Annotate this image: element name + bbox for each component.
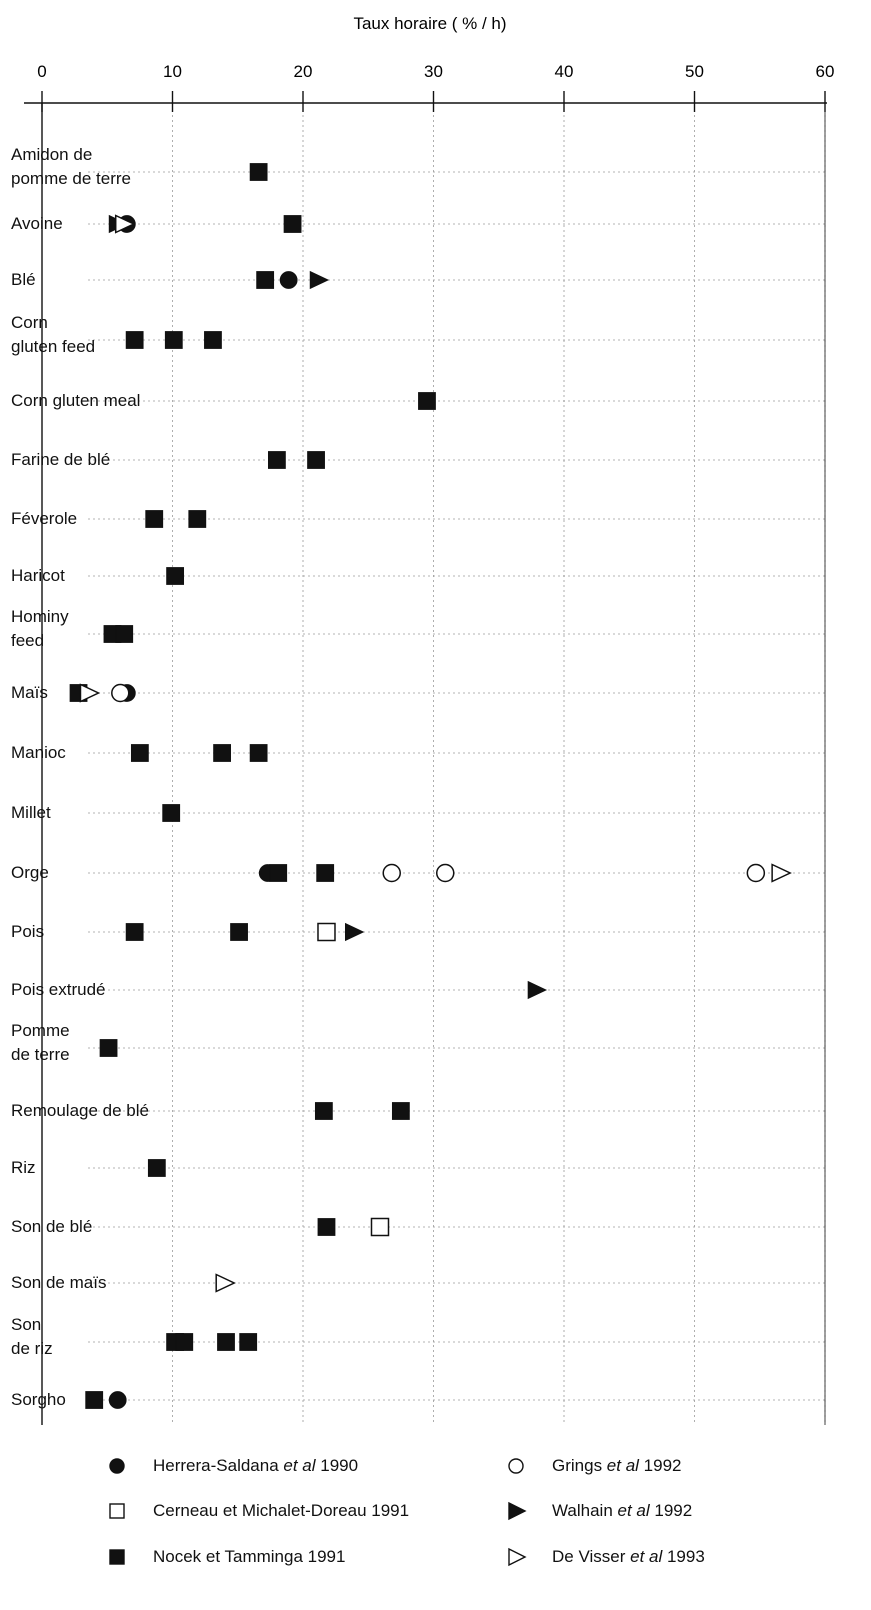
- category-label: Sorgho: [11, 1390, 66, 1409]
- data-point-filled-square: [230, 923, 248, 941]
- data-point-filled-square: [162, 804, 181, 822]
- data-point-filled-square: [418, 392, 436, 410]
- data-point-filled-square: [317, 1218, 336, 1236]
- data-point-filled-square: [307, 451, 325, 469]
- data-point-open-circle: [382, 863, 401, 883]
- x-tick-label: 60: [816, 62, 835, 81]
- data-point-filled-square: [125, 331, 144, 349]
- legend-label: Nocek et Tamminga 1991: [153, 1547, 346, 1566]
- chart-title: Taux horaire ( % / h): [353, 14, 506, 33]
- category-label: Millet: [11, 803, 51, 822]
- category-label: Son de blé: [11, 1217, 92, 1236]
- legend-label: Cerneau et Michalet-Doreau 1991: [153, 1501, 410, 1520]
- data-point-filled-square: [249, 744, 268, 762]
- data-point-filled-square: [283, 215, 302, 233]
- data-point-open-square: [317, 922, 336, 942]
- category-label: Farine de blé: [11, 450, 110, 469]
- data-point-filled-square: [314, 1102, 333, 1120]
- data-point-open-triangle: [79, 683, 101, 703]
- data-point-filled-square: [166, 567, 185, 585]
- legend-symbol: [508, 1547, 527, 1567]
- data-point-filled-circle: [108, 1391, 127, 1409]
- data-point-filled-triangle: [344, 922, 365, 942]
- category-labels: Amidon de pomme de terre Avoine Blé Corn glut…: [11, 145, 149, 1409]
- category-label: Féverole: [11, 509, 77, 528]
- category-label: Remoulage de blé: [11, 1101, 149, 1120]
- category-label: Pomme: [11, 1021, 70, 1040]
- category-label: Son de maïs: [11, 1273, 106, 1292]
- data-point-filled-circle: [279, 271, 298, 289]
- category-label: Haricot: [11, 566, 65, 585]
- legend-symbol: [508, 1458, 524, 1474]
- legend-symbol: [508, 1501, 527, 1521]
- legend-label: De Visser et al 1993: [552, 1547, 705, 1566]
- data-point-filled-triangle: [309, 270, 330, 290]
- data-points: [69, 163, 792, 1409]
- category-label: feed: [11, 631, 44, 650]
- data-point-filled-square: [147, 1159, 166, 1177]
- x-tick-label: 0: [37, 62, 46, 81]
- category-label: Amidon de: [11, 145, 92, 164]
- data-point-filled-square: [99, 1039, 118, 1057]
- data-point-open-circle: [435, 863, 455, 883]
- data-point-filled-square: [145, 510, 164, 528]
- data-point-open-circle: [746, 863, 766, 883]
- category-label: Avoine: [11, 214, 63, 233]
- data-point-filled-square: [239, 1333, 258, 1351]
- data-point-filled-square: [115, 625, 134, 643]
- data-point-filled-square: [125, 923, 144, 941]
- category-label: gluten feed: [11, 337, 95, 356]
- data-point-filled-square: [249, 163, 268, 181]
- category-label: Maïs: [11, 683, 48, 702]
- data-point-filled-square: [188, 510, 207, 528]
- data-point-filled-square: [204, 331, 222, 349]
- data-point-filled-square: [175, 1333, 194, 1351]
- x-tick-label: 30: [424, 62, 443, 81]
- category-label: Orge: [11, 863, 49, 882]
- data-point-filled-square: [130, 744, 149, 762]
- category-label: Corn: [11, 313, 48, 332]
- category-label: Son: [11, 1315, 41, 1334]
- category-label: Blé: [11, 270, 36, 289]
- data-point-open-square: [370, 1217, 390, 1237]
- legend-symbol: [109, 1458, 125, 1474]
- data-point-filled-square: [217, 1333, 235, 1351]
- legend-label: Herrera-Saldana et al 1990: [153, 1456, 359, 1475]
- category-label: Pois extrudé: [11, 980, 106, 999]
- x-tick-label: 20: [294, 62, 313, 81]
- category-label: Riz: [11, 1158, 36, 1177]
- data-point-filled-square: [85, 1391, 104, 1409]
- data-point-filled-square: [316, 864, 335, 882]
- category-label: Pois: [11, 922, 44, 941]
- data-point-filled-square: [267, 451, 286, 469]
- data-point-filled-square: [256, 271, 275, 289]
- category-label: de riz: [11, 1339, 53, 1358]
- category-label: Manioc: [11, 743, 66, 762]
- x-tick-label: 10: [163, 62, 182, 81]
- data-point-filled-square: [391, 1102, 410, 1120]
- x-tick-label: 50: [685, 62, 704, 81]
- legend-symbol: [109, 1549, 125, 1565]
- data-point-filled-square: [164, 331, 183, 349]
- data-point-filled-triangle: [527, 980, 548, 1000]
- category-label: de terre: [11, 1045, 70, 1064]
- data-point-filled-square: [213, 744, 231, 762]
- category-label: pomme de terre: [11, 169, 131, 188]
- data-point-open-circle: [111, 683, 130, 703]
- legend-symbol: [109, 1503, 125, 1519]
- category-label: Hominy: [11, 607, 69, 626]
- data-point-open-triangle: [771, 863, 792, 883]
- data-point-open-triangle: [215, 1273, 236, 1293]
- legend-label: Grings et al 1992: [552, 1456, 682, 1475]
- x-tick-label: 40: [555, 62, 574, 81]
- gridlines: [88, 115, 826, 1425]
- data-point-open-triangle: [114, 214, 136, 234]
- x-axis: 0 10 20 30 40 50 60: [24, 62, 834, 1425]
- legend-label: Walhain et al 1992: [552, 1501, 693, 1520]
- data-point-filled-square: [269, 864, 288, 882]
- category-label: Corn gluten meal: [11, 391, 140, 410]
